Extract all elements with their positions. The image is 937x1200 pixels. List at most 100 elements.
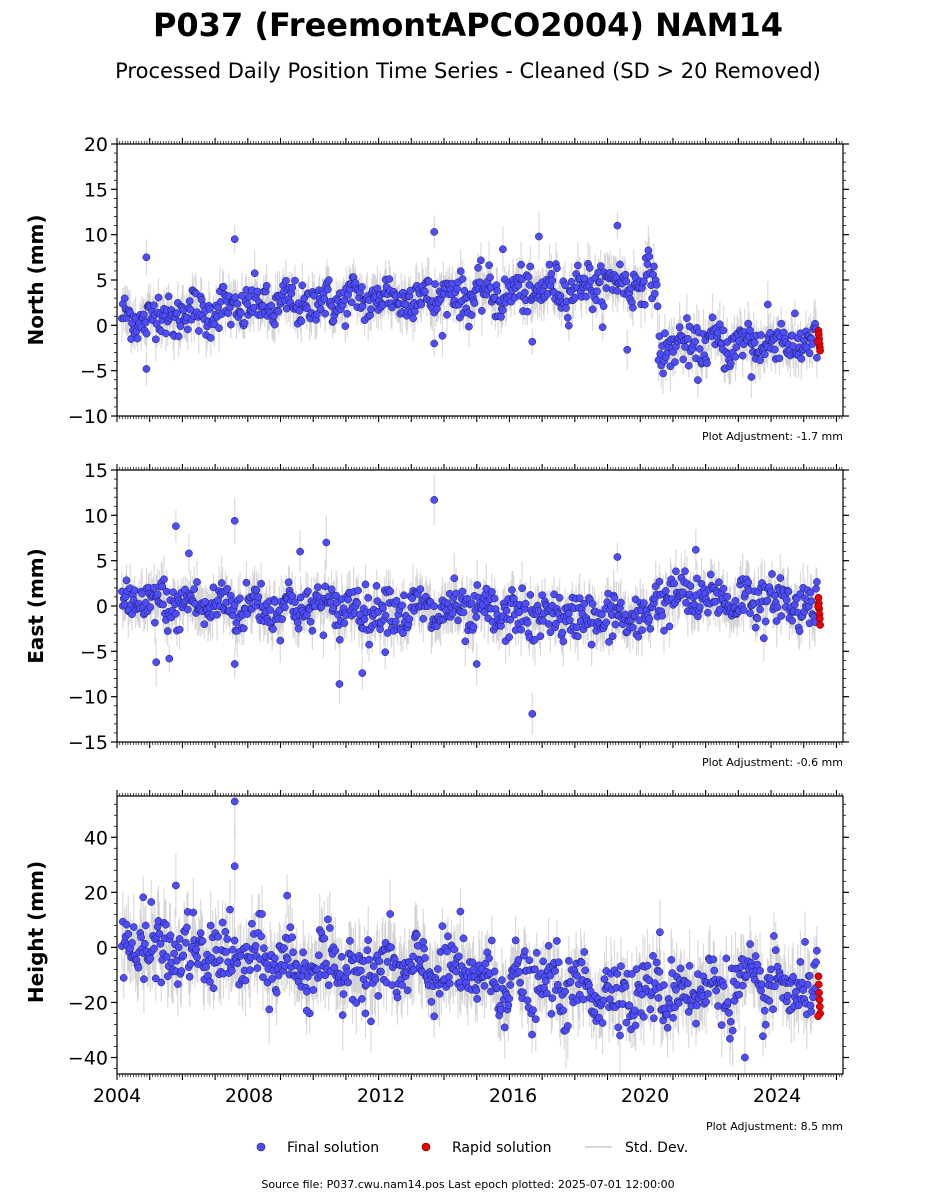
final-solution-point (190, 585, 199, 593)
final-solution-point (485, 261, 493, 270)
final-solution-point (639, 599, 648, 607)
final-solution-point (588, 305, 597, 314)
final-solution-point (594, 268, 602, 277)
final-solution-point (610, 593, 619, 602)
final-solution-point (505, 633, 514, 641)
final-solution-point (183, 605, 192, 614)
final-solution-point (638, 626, 646, 634)
final-solution-point (582, 292, 591, 301)
final-solution-point (288, 283, 297, 292)
final-solution-point (243, 300, 252, 309)
y-tick-label: 10 (84, 225, 108, 247)
final-solution-point (805, 349, 814, 358)
final-solution-point (770, 345, 779, 354)
final-solution-point (706, 570, 715, 579)
final-solution-point (335, 635, 344, 644)
final-solution-point (141, 598, 150, 607)
final-solution-point (274, 307, 283, 316)
final-solution-point (760, 350, 769, 359)
final-solution-point (613, 221, 622, 230)
final-solution-point (293, 618, 302, 627)
final-solution-point (174, 332, 183, 341)
final-solution-point (240, 319, 249, 327)
final-solution-point (588, 600, 597, 608)
final-solution-point (744, 578, 753, 587)
final-solution-point (574, 261, 582, 270)
final-solution-point (243, 610, 252, 618)
final-solution-point (747, 373, 756, 381)
final-solution-point (400, 591, 408, 600)
panel-data (118, 796, 824, 1074)
final-solution-point (535, 232, 543, 241)
final-solution-point (373, 284, 382, 293)
y-tick-label: 10 (84, 505, 108, 527)
final-solution-point (324, 276, 333, 284)
final-solution-point (122, 576, 131, 585)
final-solution-point (319, 631, 328, 640)
final-solution-point (165, 654, 174, 663)
final-solution-point (738, 351, 747, 360)
final-solution-point (763, 596, 772, 605)
final-solution-point (621, 610, 630, 619)
final-solution-point (154, 293, 163, 302)
final-solution-point (227, 320, 235, 329)
final-solution-point (262, 281, 271, 290)
final-solution-point (267, 301, 276, 310)
final-solution-point (433, 304, 441, 313)
final-solution-point (508, 586, 516, 594)
final-solution-point (645, 252, 654, 261)
final-solution-point (640, 300, 649, 309)
final-solution-point (684, 361, 693, 370)
final-solution-point (151, 335, 160, 344)
final-solution-point (465, 322, 473, 331)
final-solution-point (467, 311, 476, 319)
final-solution-point (361, 580, 370, 589)
final-solution-point (650, 262, 658, 271)
final-solution-point (548, 276, 557, 285)
final-solution-point (308, 626, 317, 635)
final-solution-point (430, 228, 439, 236)
final-solution-point (206, 334, 215, 342)
final-solution-point (524, 273, 533, 281)
final-solution-point (746, 326, 754, 335)
final-solution-point (281, 276, 290, 285)
final-solution-point (658, 611, 667, 620)
chart-subtitle: Processed Daily Position Time Series - C… (115, 59, 821, 83)
final-solution-point (431, 280, 439, 288)
final-solution-point (585, 264, 594, 272)
final-solution-point (605, 638, 613, 646)
final-solution-point (719, 584, 728, 593)
final-solution-point (681, 567, 689, 576)
final-solution-point (723, 592, 732, 601)
final-solution-point (486, 273, 494, 282)
final-solution-point (602, 618, 611, 627)
final-solution-point (231, 293, 240, 302)
final-solution-point (502, 606, 511, 615)
final-solution-point (236, 594, 244, 603)
final-solution-point (321, 309, 330, 318)
final-solution-point (599, 302, 608, 311)
final-solution-point (559, 637, 568, 646)
final-solution-point (329, 604, 338, 613)
final-solution-point (763, 300, 772, 309)
final-solution-point (564, 609, 573, 618)
final-solution-point (499, 245, 507, 254)
y-tick-label: −10 (68, 687, 108, 709)
y-tick-label: −10 (68, 406, 108, 428)
panel-north: 20 15 10 5 0 −10 −5 (68, 134, 849, 428)
final-solution-point (555, 593, 564, 602)
final-solution-point (695, 345, 704, 353)
final-solution-point (704, 608, 712, 617)
final-solution-point (172, 522, 180, 531)
final-solution-point (306, 617, 315, 626)
final-solution-point (266, 606, 275, 614)
final-solution-point (365, 640, 373, 649)
final-solution-point (661, 329, 669, 338)
final-solution-point (759, 634, 768, 643)
final-solution-point (659, 369, 667, 378)
final-solution-point (646, 624, 655, 633)
final-solution-point (320, 295, 329, 303)
final-solution-point (807, 597, 816, 605)
final-solution-point (715, 578, 723, 587)
